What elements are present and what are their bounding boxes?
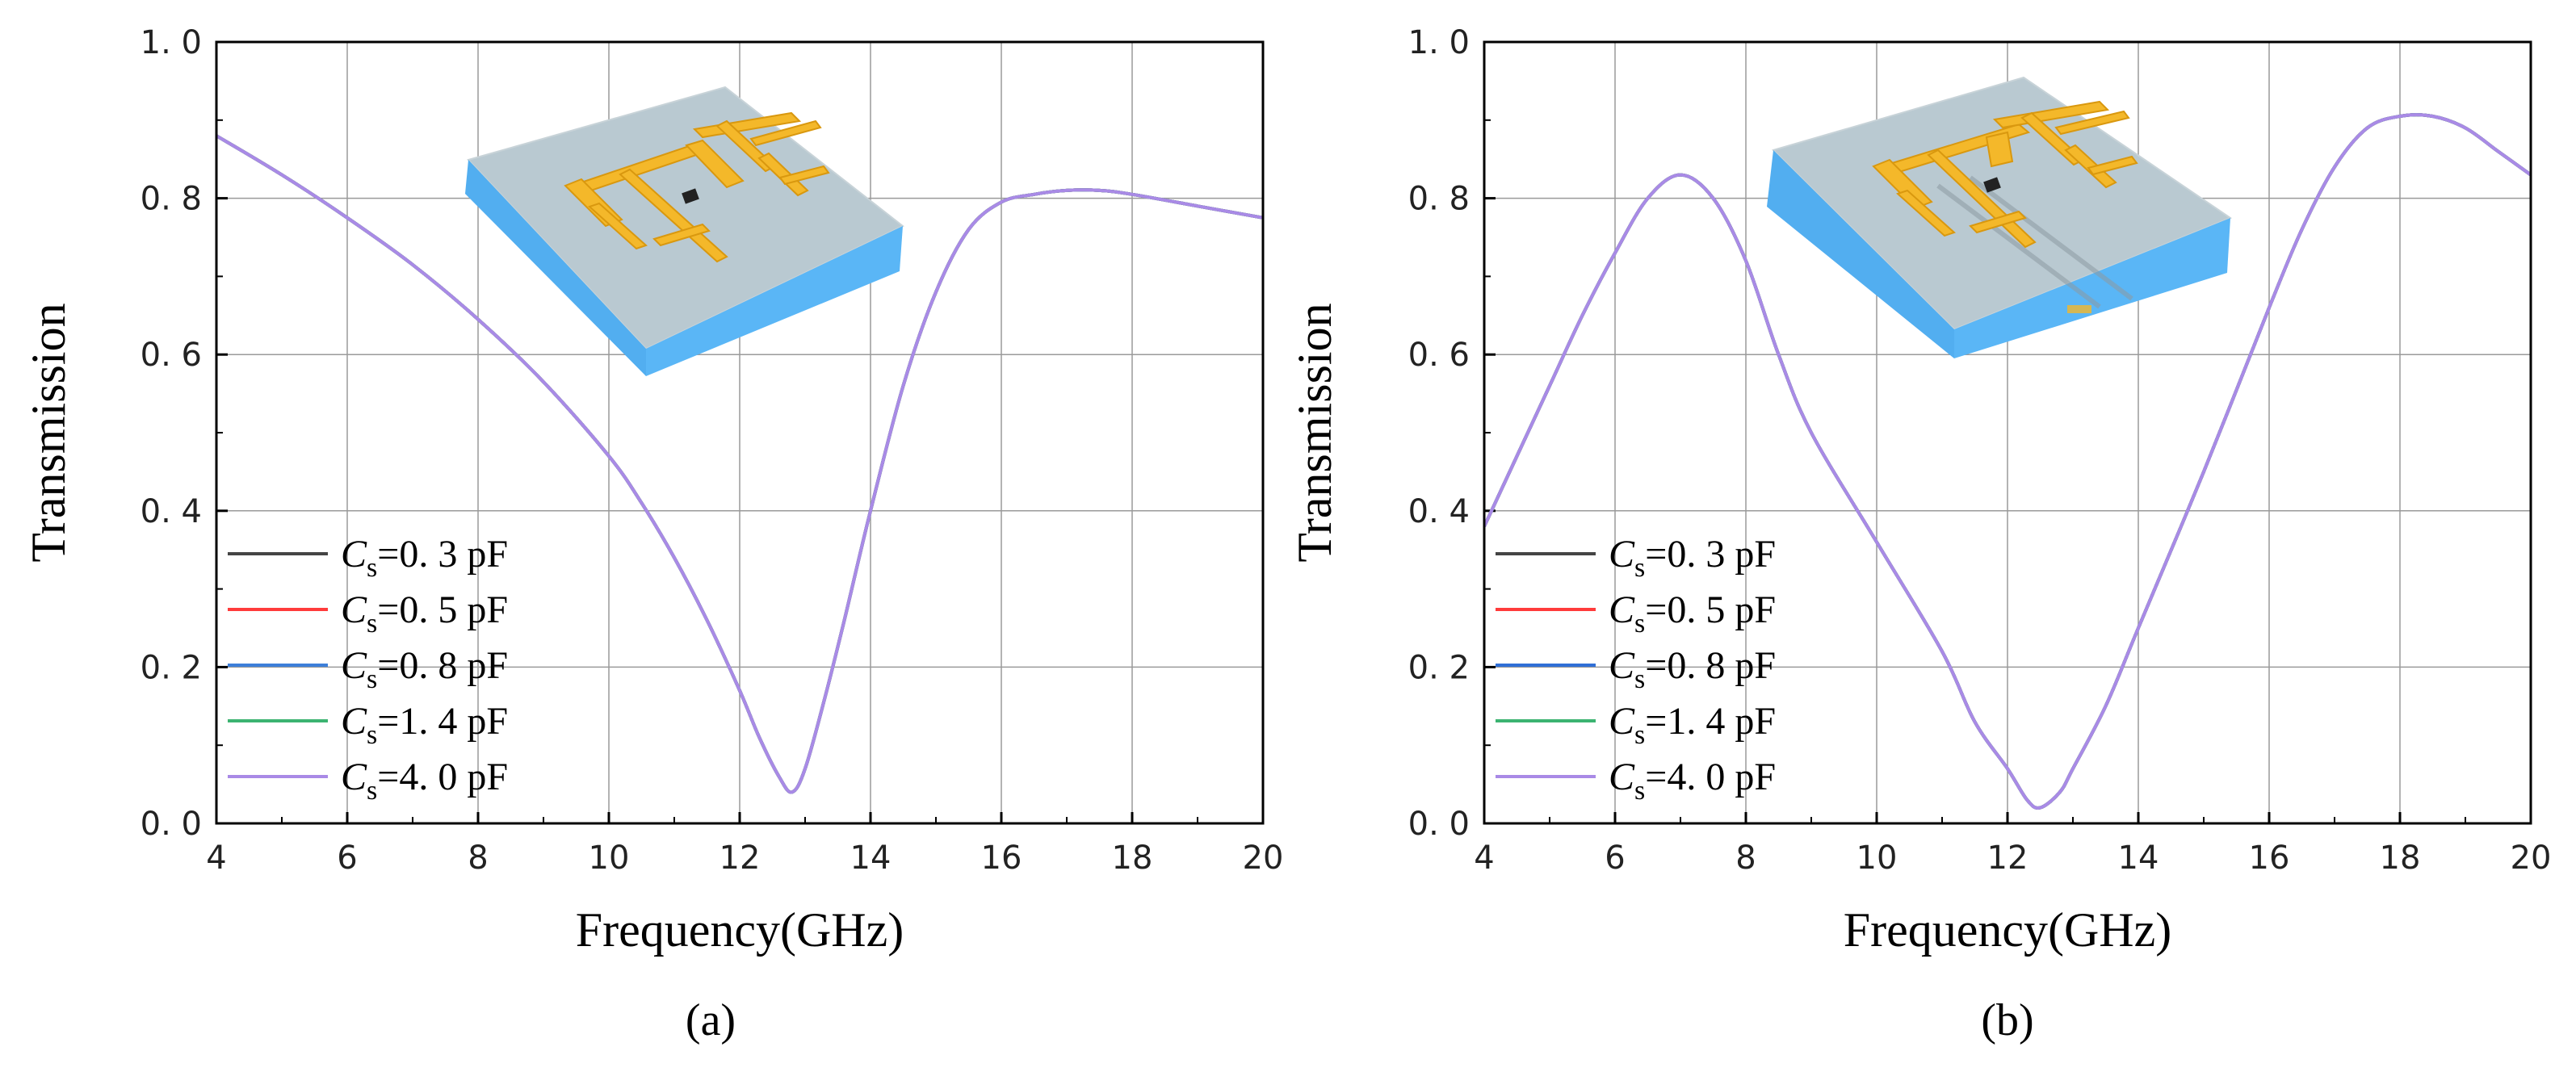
legend-entry: Cs=1. 4 pF xyxy=(341,700,508,750)
legend-entry: Cs=4. 0 pF xyxy=(341,756,508,806)
tick-label-x: 14 xyxy=(850,840,892,877)
series-lines-a xyxy=(216,134,1263,794)
panel-label-b: (b) xyxy=(1981,995,2033,1045)
legend-value: =0. 3 pF xyxy=(1645,533,1776,576)
tick-label-y: 0. 8 xyxy=(141,181,202,218)
legend-entry: Cs=0. 3 pF xyxy=(341,533,508,583)
tick-label-y: 1. 0 xyxy=(141,24,202,61)
legend-value: =0. 3 pF xyxy=(377,533,508,576)
tick-labels-b: 4 6 8 10 12 14 16 18 20 0. 0 0. 2 0. 4 0. 6 0. 8 1. 0 xyxy=(1408,24,2552,877)
tick-label-x: 16 xyxy=(2249,840,2290,877)
tick-label-x: 14 xyxy=(2118,840,2159,877)
legend-subscript: s xyxy=(367,609,377,639)
tick-label-y: 0. 6 xyxy=(1408,337,1470,374)
tick-label-x: 6 xyxy=(337,840,357,877)
legend-subscript: s xyxy=(1634,553,1645,583)
x-axis-title-b: Frequency(GHz) xyxy=(1844,903,2172,957)
tick-label-x: 12 xyxy=(720,840,761,877)
legend-entry: Cs=0. 5 pF xyxy=(341,588,508,639)
legend-entry: Cs=4. 0 pF xyxy=(1609,756,1776,806)
tick-label-x: 20 xyxy=(2511,840,2552,877)
legend-subscript: s xyxy=(1634,776,1645,806)
series-line-5 xyxy=(1484,113,2531,810)
x-axis-title-a: Frequency(GHz) xyxy=(576,903,904,957)
legend-value: =1. 4 pF xyxy=(377,700,508,743)
tick-label-x: 10 xyxy=(1856,840,1898,877)
tick-label-y: 0. 4 xyxy=(141,493,202,530)
legend-symbol: C xyxy=(1609,756,1635,798)
series-line-5 xyxy=(216,134,1263,794)
legend-symbol: C xyxy=(341,756,367,798)
chart-panel-b: 4 6 8 10 12 14 16 18 20 0. 0 0. 2 0. 4 0. 6 0. 8 1. 0 xyxy=(1288,24,2551,1045)
legend-value: =0. 5 pF xyxy=(1645,588,1776,631)
tick-label-y: 0. 6 xyxy=(141,337,202,374)
legend-subscript: s xyxy=(367,720,377,750)
legend-entry: Cs=1. 4 pF xyxy=(1609,700,1776,750)
legend-value: =0. 8 pF xyxy=(1645,644,1776,687)
legend-symbol: C xyxy=(341,700,367,743)
tick-label-y: 1. 0 xyxy=(1408,24,1470,61)
legend-entry: Cs=0. 8 pF xyxy=(341,644,508,694)
legend-value: =1. 4 pF xyxy=(1645,700,1776,743)
tick-label-x: 16 xyxy=(981,840,1022,877)
plot-frame-a xyxy=(215,40,1265,825)
legend-value: =0. 5 pF xyxy=(377,588,508,631)
legend-value: =4. 0 pF xyxy=(377,756,508,798)
tick-label-y: 0. 2 xyxy=(1408,649,1470,686)
legend-symbol: C xyxy=(1609,644,1635,687)
legend-subscript: s xyxy=(367,664,377,694)
legend-symbol: C xyxy=(1609,700,1635,743)
legend-symbol: C xyxy=(341,644,367,687)
legend-value: =0. 8 pF xyxy=(377,644,508,687)
tick-label-x: 10 xyxy=(589,840,630,877)
tick-label-y: 0. 2 xyxy=(141,649,202,686)
inset-metasurface-b xyxy=(1767,76,2233,358)
legend-subscript: s xyxy=(1634,609,1645,639)
tick-label-x: 18 xyxy=(1112,840,1153,877)
legend-symbol: C xyxy=(341,588,367,631)
legend-entry: Cs=0. 8 pF xyxy=(1609,644,1776,694)
tick-label-y: 0. 4 xyxy=(1408,493,1470,530)
tick-label-x: 4 xyxy=(206,840,226,877)
legend-entry: Cs=0. 3 pF xyxy=(1609,533,1776,583)
y-axis-title-a: Transmission xyxy=(22,303,75,562)
legend-entry: Cs=0. 5 pF xyxy=(1609,588,1776,639)
tick-label-x: 6 xyxy=(1605,840,1625,877)
tick-label-y: 0. 0 xyxy=(141,806,202,843)
tick-label-x: 20 xyxy=(1243,840,1284,877)
y-axis-title-b: Transmission xyxy=(1288,303,1341,562)
legend-subscript: s xyxy=(367,776,377,806)
tick-label-x: 12 xyxy=(1987,840,2028,877)
tick-label-y: 0. 0 xyxy=(1408,806,1470,843)
tick-label-x: 8 xyxy=(1735,840,1756,877)
legend-subscript: s xyxy=(367,553,377,583)
tick-label-y: 0. 8 xyxy=(1408,181,1470,218)
legend-subscript: s xyxy=(1634,664,1645,694)
legend-symbol: C xyxy=(341,533,367,576)
tick-labels-a: 4 6 8 10 12 14 16 18 20 0. 0 0. 2 0. 4 0. 6 0. 8 1. 0 xyxy=(141,24,1284,877)
legend-symbol: C xyxy=(1609,533,1635,576)
tick-label-x: 4 xyxy=(1474,840,1494,877)
legend-value: =4. 0 pF xyxy=(1645,756,1776,798)
tick-label-x: 8 xyxy=(468,840,488,877)
tick-label-x: 18 xyxy=(2380,840,2421,877)
legend-subscript: s xyxy=(1634,720,1645,750)
legend-symbol: C xyxy=(1609,588,1635,631)
inset-metasurface-a xyxy=(465,86,904,376)
series-lines-b xyxy=(1484,113,2531,810)
plot-frame-b xyxy=(1483,40,2532,825)
chart-panel-a: 4 6 8 10 12 14 16 18 20 0. 0 0. 2 0. 4 0. 6 0. 8 1. 0 xyxy=(22,24,1283,1045)
panel-label-a: (a) xyxy=(686,995,736,1045)
